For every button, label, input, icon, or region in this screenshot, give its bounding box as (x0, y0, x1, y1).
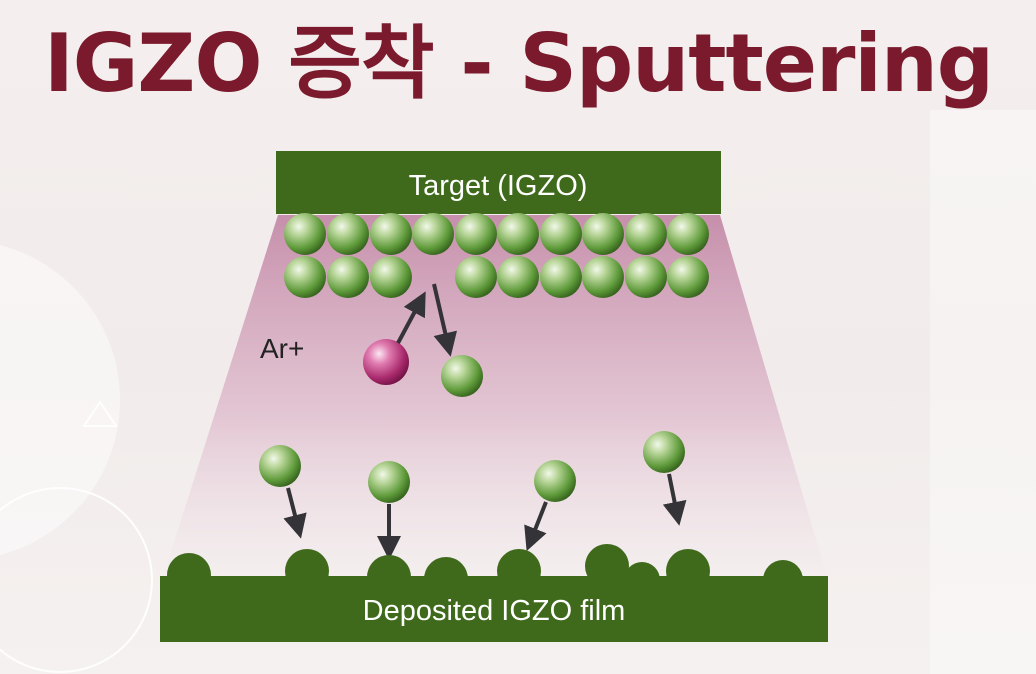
ion-arrow (396, 291, 426, 344)
plasma-region (162, 215, 828, 580)
ion-label: Ar+ (260, 333, 304, 364)
falling-atom (368, 461, 410, 503)
falling-atom (259, 445, 301, 487)
ejected-atom (441, 355, 483, 397)
target-atoms (284, 213, 709, 298)
target-bar (276, 151, 721, 214)
ejection-arrow (432, 283, 458, 357)
falling-atoms (259, 431, 687, 560)
argon-ion (363, 339, 409, 385)
falling-atom (643, 431, 685, 473)
film-label: Deposited IGZO film (363, 595, 626, 627)
deposited-film (160, 544, 828, 642)
page-title: IGZO 증착 - Sputtering (44, 17, 994, 110)
target-label: Target (IGZO) (409, 170, 588, 202)
background-decor (0, 110, 1036, 674)
falling-atom (534, 460, 576, 502)
